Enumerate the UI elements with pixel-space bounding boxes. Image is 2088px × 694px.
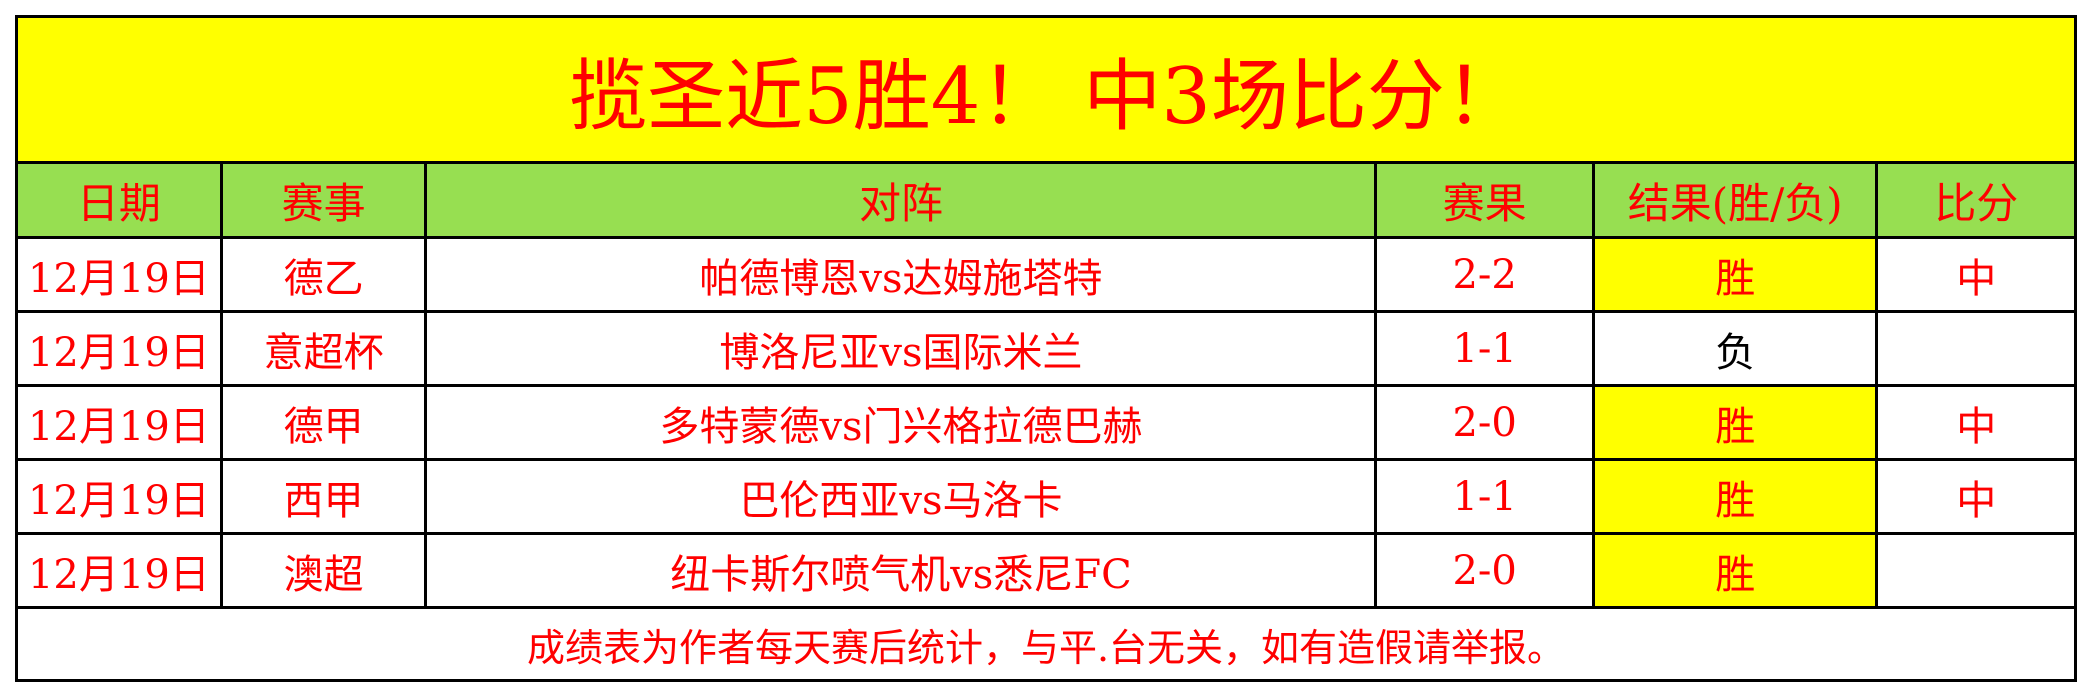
- header-match: 对阵: [424, 161, 1378, 239]
- date-cell: 12月19日: [15, 532, 223, 609]
- score-cell: 1-1: [1374, 310, 1595, 387]
- result-cell: 胜: [1591, 236, 1879, 313]
- score-cell: 2-2: [1374, 236, 1595, 313]
- header-date: 日期: [15, 161, 223, 239]
- table-row: 12月19日 澳超 纽卡斯尔喷气机vs悉尼FC 2-0 胜: [15, 532, 2077, 609]
- results-table: 揽圣近5胜4！ 中3场比分！ 日期 赛事 对阵 赛果 结果(胜/负) 比分 12…: [15, 15, 2077, 682]
- table-row: 12月19日 德乙 帕德博恩vs达姆施塔特 2-2 胜中: [15, 236, 2077, 313]
- table-row: 12月19日 意超杯 博洛尼亚vs国际米兰 1-1 负: [15, 310, 2077, 387]
- date-cell: 12月19日: [15, 384, 223, 461]
- match-cell: 多特蒙德vs门兴格拉德巴赫: [424, 384, 1378, 461]
- result-cell: 负: [1591, 310, 1879, 387]
- league-cell: 澳超: [219, 532, 428, 609]
- hit-cell: [1875, 310, 2077, 387]
- result-cell: 胜: [1591, 532, 1879, 609]
- header-league: 赛事: [219, 161, 428, 239]
- hit-cell: 中: [1875, 458, 2077, 535]
- footer-note: 成绩表为作者每天赛后统计，与平.台无关，如有造假请举报。: [15, 606, 2077, 682]
- match-cell: 纽卡斯尔喷气机vs悉尼FC: [424, 532, 1378, 609]
- header-row: 日期 赛事 对阵 赛果 结果(胜/负) 比分: [15, 161, 2077, 239]
- score-cell: 1-1: [1374, 458, 1595, 535]
- result-cell: 胜: [1591, 384, 1879, 461]
- header-score: 赛果: [1374, 161, 1595, 239]
- match-cell: 巴伦西亚vs马洛卡: [424, 458, 1378, 535]
- result-cell: 胜: [1591, 458, 1879, 535]
- date-cell: 12月19日: [15, 458, 223, 535]
- hit-cell: 中: [1875, 384, 2077, 461]
- header-hit: 比分: [1875, 161, 2077, 239]
- score-cell: 2-0: [1374, 384, 1595, 461]
- score-cell: 2-0: [1374, 532, 1595, 609]
- league-cell: 西甲: [219, 458, 428, 535]
- hit-cell: [1875, 532, 2077, 609]
- table-row: 12月19日 西甲 巴伦西亚vs马洛卡 1-1 胜中: [15, 458, 2077, 535]
- league-cell: 意超杯: [219, 310, 428, 387]
- header-result: 结果(胜/负): [1591, 161, 1879, 239]
- match-cell: 博洛尼亚vs国际米兰: [424, 310, 1378, 387]
- match-cell: 帕德博恩vs达姆施塔特: [424, 236, 1378, 313]
- date-cell: 12月19日: [15, 310, 223, 387]
- table-title: 揽圣近5胜4！ 中3场比分！: [15, 15, 2077, 164]
- hit-cell: 中: [1875, 236, 2077, 313]
- table-row: 12月19日 德甲 多特蒙德vs门兴格拉德巴赫 2-0 胜中: [15, 384, 2077, 461]
- league-cell: 德甲: [219, 384, 428, 461]
- league-cell: 德乙: [219, 236, 428, 313]
- date-cell: 12月19日: [15, 236, 223, 313]
